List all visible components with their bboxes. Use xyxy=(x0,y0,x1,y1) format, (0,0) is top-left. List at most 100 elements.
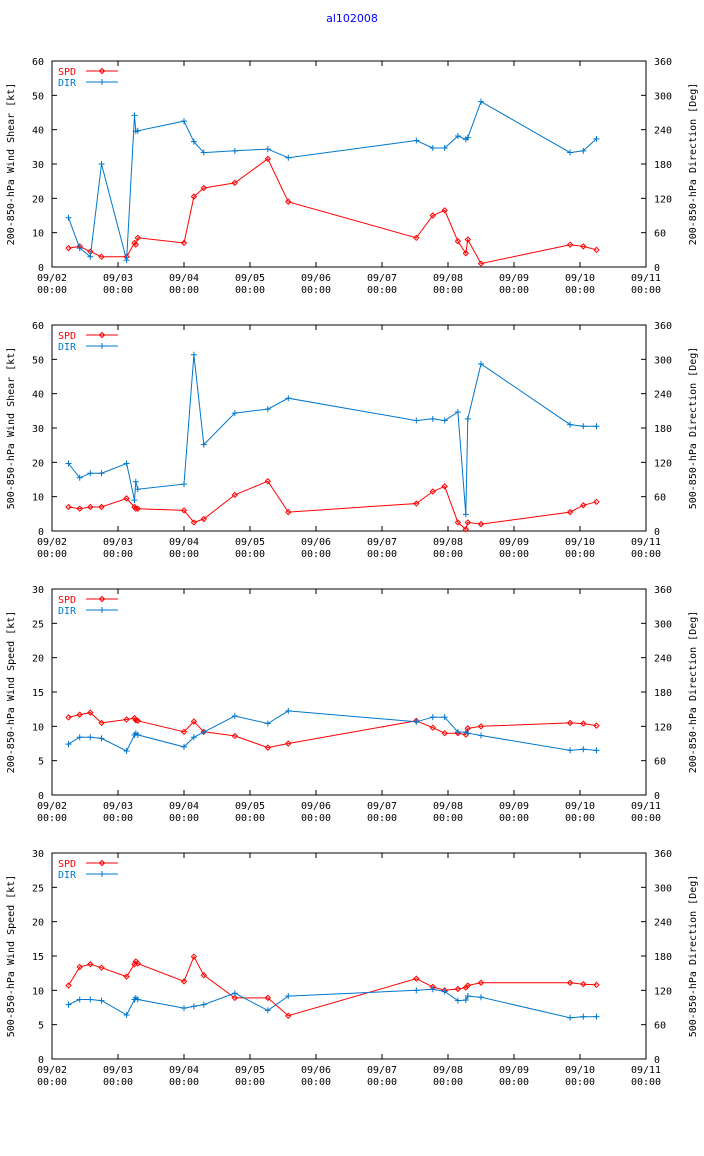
panel-2-x-tick-time: 00:00 xyxy=(169,549,199,560)
panel-1-dir-point xyxy=(593,135,600,142)
panel-4-ylabel-right: 500-850-hPa Direction [Deg] xyxy=(688,875,699,1038)
panel-1-dir-point xyxy=(413,137,420,144)
panel-1-spd-line xyxy=(68,158,597,265)
panel-1-dir-point xyxy=(131,112,138,119)
panel-2-dir-point xyxy=(478,360,484,367)
panel-2-spd-point xyxy=(134,505,142,512)
panel-3-dir-point xyxy=(567,747,574,754)
panel-3-spd-point xyxy=(76,711,83,718)
panel-3-ylabel-left: 200-850-hPa Wind Speed [kt] xyxy=(6,611,17,774)
panel-1-spd-point xyxy=(464,236,472,243)
panel-1-left-tick-label: 0 xyxy=(38,263,44,274)
panel-4-left-tick-label: 0 xyxy=(38,1055,44,1066)
panel-2-dir-point xyxy=(131,497,138,504)
panel-3-left-tick-label: 10 xyxy=(32,722,44,733)
panel-4-dir-point xyxy=(231,990,238,997)
panel-1-x-tick-date: 09/05 xyxy=(235,273,265,284)
panel-2-spd-point xyxy=(264,478,272,485)
panel-3-ylabel-right: 200-850-hPa Direction [Deg] xyxy=(688,611,699,774)
panel-1-x-tick-time: 00:00 xyxy=(499,285,529,296)
panel-4-dir-point xyxy=(580,1013,587,1020)
panel-2-dir-point xyxy=(181,481,187,488)
panel-3-spd-point xyxy=(264,744,272,751)
panel-4-right-tick-label: 120 xyxy=(654,986,672,997)
panel-1-spd-point xyxy=(134,234,142,242)
panel-2-x-tick-date: 09/02 xyxy=(37,537,67,548)
panel-3-left-tick-label: 5 xyxy=(38,757,44,768)
panel-1-x-tick-time: 00:00 xyxy=(433,285,463,296)
panel-2-x-tick-time: 00:00 xyxy=(433,549,463,560)
panel-2-x-tick-date: 09/07 xyxy=(367,537,397,548)
panel-3-x-tick-date: 09/07 xyxy=(367,801,397,812)
panel-2-ylabel-right: 500-850-hPa Direction [Deg] xyxy=(688,347,699,510)
panel-3-dir-line xyxy=(68,710,597,752)
panel-4-dir-point xyxy=(200,1001,207,1008)
panel-1-dir-point xyxy=(285,154,292,161)
panel-4-x-tick-time: 00:00 xyxy=(367,1077,397,1088)
panel-1-x-tick-date: 09/03 xyxy=(103,273,133,284)
panel-3-x-tick-time: 00:00 xyxy=(169,813,199,824)
panel-1-spd-point xyxy=(132,241,140,248)
panel-3-right-tick-label: 60 xyxy=(654,757,666,768)
panel-4-spd-point xyxy=(123,973,130,980)
panel-3-dir-point xyxy=(464,730,471,737)
panel-1-right-tick-label: 120 xyxy=(654,194,672,205)
panel-4-dir-point xyxy=(181,1005,187,1012)
panel-4-spd-point xyxy=(65,982,72,989)
panel-3-plot-frame xyxy=(51,588,647,796)
panel-4-x-tick-date: 09/05 xyxy=(235,1065,265,1076)
panel-3-dir-point xyxy=(181,743,187,750)
panel-4-spd-point xyxy=(76,963,83,971)
panel-1-dir-point xyxy=(231,147,238,154)
panel-2-dir-point xyxy=(441,417,448,424)
panel-2-dir-point xyxy=(132,478,139,485)
panel-1-left-tick-label: 40 xyxy=(32,126,44,137)
panel-3-left-tick-label: 30 xyxy=(32,585,44,596)
panel-1-dir-legend-label: DIR xyxy=(58,78,77,89)
panel-1-x-tick-date: 09/02 xyxy=(37,273,67,284)
panel-4-spd-point xyxy=(413,975,420,982)
panel-1-x-tick-time: 00:00 xyxy=(37,285,67,296)
panel-2-x-tick-date: 09/08 xyxy=(433,537,463,548)
panel-2-x-tick-time: 00:00 xyxy=(37,549,67,560)
panel-1-dir-point xyxy=(190,138,197,145)
panel-3-spd-point xyxy=(134,717,142,725)
panel-1-dir-point xyxy=(98,161,105,167)
panel-2-left-tick-label: 50 xyxy=(32,355,44,366)
panel-3-left-tick-label: 15 xyxy=(32,688,44,699)
panel-2-left-tick-label: 10 xyxy=(32,493,44,504)
panel-2-x-tick-date: 09/09 xyxy=(499,537,529,548)
panel-3-spd-line xyxy=(68,712,597,749)
panel-1-spd-point xyxy=(200,184,208,192)
panel-2-dir-point xyxy=(580,423,587,430)
panel-2-dir-point xyxy=(87,470,94,477)
panel-3-dir-point xyxy=(441,714,448,721)
panel-1-spd-point xyxy=(98,253,105,260)
panel-3-x-tick-date: 09/04 xyxy=(169,801,199,812)
panel-2-x-tick-time: 00:00 xyxy=(103,549,133,560)
panel-1-spd-point xyxy=(566,241,574,248)
panel-1-x-tick-date: 09/11 xyxy=(631,273,661,284)
panel-1-ylabel-left: 200-850-hPa Wind Shear [kt] xyxy=(6,83,17,246)
panel-3-dir-point xyxy=(231,713,238,720)
panel-1-dir-line xyxy=(68,100,597,261)
panel-1-dir-point xyxy=(65,214,72,221)
panel-3-x-tick-time: 00:00 xyxy=(565,813,595,824)
panel-2-x-tick-date: 09/03 xyxy=(103,537,133,548)
panel-4-dir-line xyxy=(68,988,597,1019)
panel-2-x-tick-date: 09/11 xyxy=(631,537,661,548)
panel-3-x-tick-time: 00:00 xyxy=(235,813,265,824)
panel-3-dir-point xyxy=(190,734,197,741)
panel-2-spd-point xyxy=(593,498,600,506)
panel-4-x-tick-time: 00:00 xyxy=(631,1077,661,1088)
panel-4-right-tick-label: 300 xyxy=(654,883,672,894)
panel-4-left-tick-label: 10 xyxy=(32,986,44,997)
panel-1-dir-legend-marker xyxy=(99,79,105,85)
panel-2-x-tick-time: 00:00 xyxy=(565,549,595,560)
panel-4-dir-point xyxy=(462,997,469,1004)
panel-4-dir-point xyxy=(593,1013,600,1020)
panel-4-x-tick-date: 09/10 xyxy=(565,1065,595,1076)
panel-1-spd-legend-label: SPD xyxy=(58,67,76,78)
panel-3-x-tick-date: 09/02 xyxy=(37,801,67,812)
